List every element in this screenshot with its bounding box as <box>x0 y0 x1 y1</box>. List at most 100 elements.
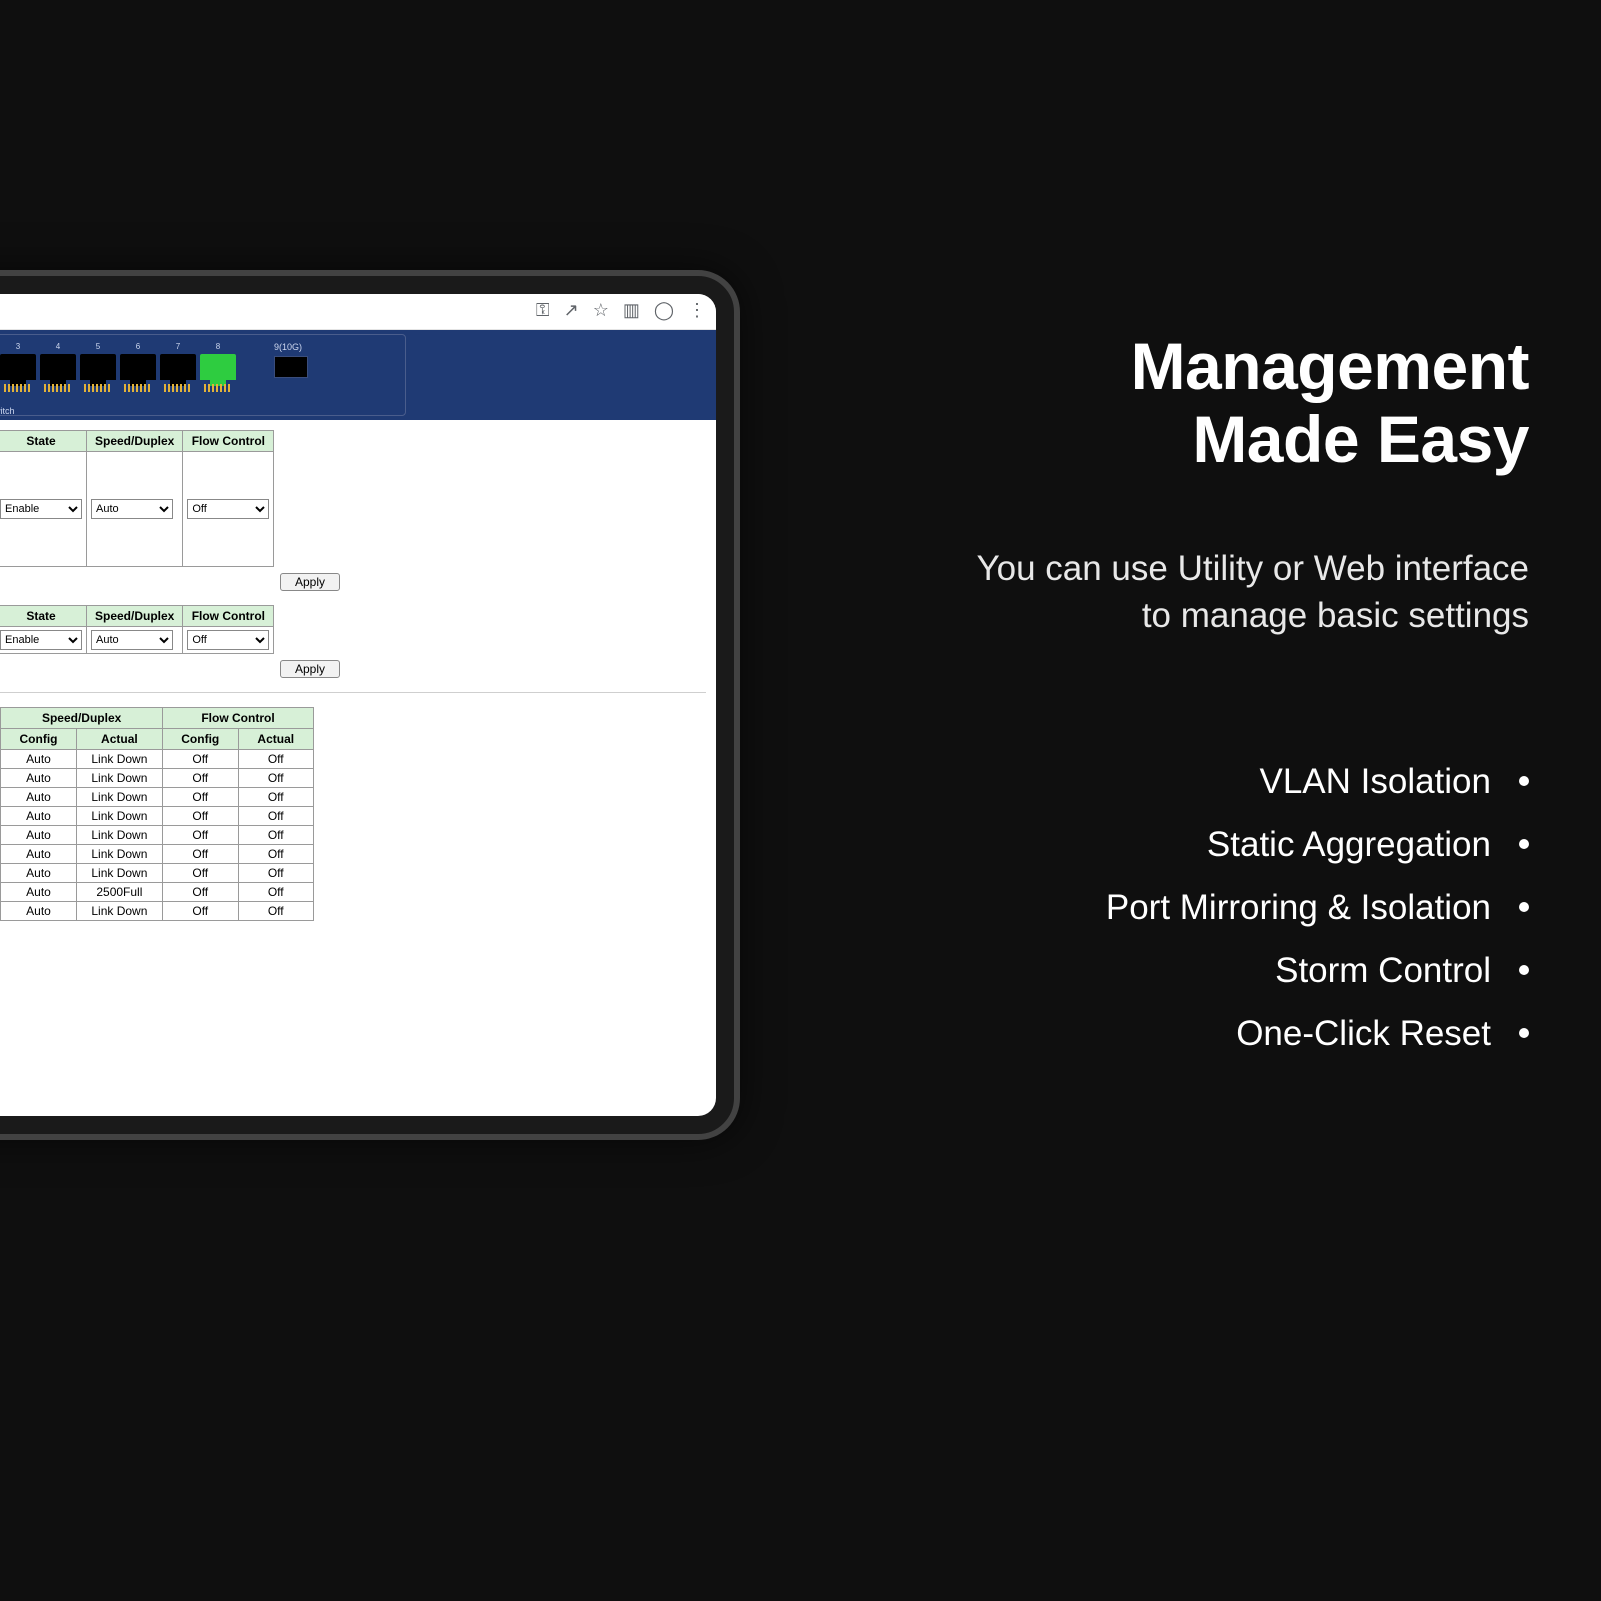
port-number: 8 <box>216 342 220 351</box>
status-cell: Off <box>163 864 238 883</box>
menu-icon[interactable]: ⋮ <box>688 300 706 321</box>
feature-item: One-Click Reset <box>959 1002 1529 1065</box>
col-speed: Speed/Duplex <box>87 431 183 452</box>
status-cell: Auto <box>1 826 76 845</box>
reader-icon[interactable]: ▥ <box>623 300 640 321</box>
status-cell: Auto <box>1 883 76 902</box>
status-row: EnableAutoLink DownOffOff <box>0 788 314 807</box>
status-cell: Off <box>238 864 314 883</box>
col-speed: Speed/Duplex <box>1 708 163 729</box>
feature-item: Static Aggregation <box>959 813 1529 876</box>
status-cell: Off <box>163 883 238 902</box>
pins-icon <box>204 384 232 392</box>
status-cell: Link Down <box>76 826 162 845</box>
ethernet-port-icon: 5 <box>80 344 116 388</box>
feature-list: VLAN Isolation Static Aggregation Port M… <box>959 750 1529 1065</box>
state-select[interactable]: Enable <box>0 499 82 519</box>
ethernet-port-icon: 4 <box>40 344 76 388</box>
settings-table-2: Port State Speed/Duplex Flow Control Por… <box>0 605 274 654</box>
status-cell: Off <box>163 788 238 807</box>
switch-caption: ged 2.5G Ethernet Switch <box>0 406 15 416</box>
state-select[interactable]: Enable <box>0 630 82 650</box>
col-actual: Actual <box>76 729 162 750</box>
status-cell: Off <box>163 826 238 845</box>
ethernet-port-icon: 6 <box>120 344 156 388</box>
flow-select[interactable]: Off <box>187 630 269 650</box>
browser-chrome: ⚿ ↗ ☆ ▥ ◯ ⋮ <box>0 294 716 330</box>
jack-icon <box>200 354 236 380</box>
status-cell: Auto <box>1 807 76 826</box>
status-cell: Off <box>163 769 238 788</box>
status-cell: Link Down <box>76 845 162 864</box>
marketing-heading: Management Made Easy <box>959 330 1529 475</box>
share-icon[interactable]: ↗ <box>564 300 579 321</box>
marketing-copy: Management Made Easy You can use Utility… <box>959 330 1529 1065</box>
col-flow: Flow Control <box>163 708 314 729</box>
port-number: 3 <box>16 342 20 351</box>
apply-button-2[interactable]: Apply <box>280 660 340 678</box>
status-cell: Link Down <box>76 864 162 883</box>
status-cell: Auto <box>1 788 76 807</box>
pins-icon <box>84 384 112 392</box>
status-cell: Off <box>238 845 314 864</box>
switch-header: 12345678 9(10G) ged 2.5G Ethernet Switch <box>0 330 716 420</box>
sfp-slot <box>274 356 308 378</box>
status-row: EnableAutoLink DownOffOff <box>0 826 314 845</box>
status-cell: Auto <box>1 750 76 769</box>
ethernet-port-icon: 8 <box>200 344 236 388</box>
heading-line1: Management <box>1131 329 1529 403</box>
status-cell: 2500Full <box>76 883 162 902</box>
col-config: Config <box>163 729 238 750</box>
col-speed: Speed/Duplex <box>87 606 183 627</box>
feature-item: Storm Control <box>959 939 1529 1002</box>
feature-item: Port Mirroring & Isolation <box>959 876 1529 939</box>
jack-icon <box>120 354 156 380</box>
status-row: EnableAuto2500FullOffOff <box>0 883 314 902</box>
status-cell: Link Down <box>76 750 162 769</box>
port-number: 4 <box>56 342 60 351</box>
speed-select[interactable]: Auto <box>91 499 173 519</box>
separator <box>0 692 706 693</box>
feature-item: VLAN Isolation <box>959 750 1529 813</box>
ethernet-port-icon: 3 <box>0 344 36 388</box>
tablet-screen: ⚿ ↗ ☆ ▥ ◯ ⋮ 12345678 9(10G) ged 2.5G Eth… <box>0 294 716 1116</box>
jack-icon <box>160 354 196 380</box>
pins-icon <box>164 384 192 392</box>
port-number: 5 <box>96 342 100 351</box>
flow-select[interactable]: Off <box>187 499 269 519</box>
status-cell: Auto <box>1 864 76 883</box>
status-cell: Off <box>238 769 314 788</box>
pins-icon <box>4 384 32 392</box>
status-cell: Off <box>238 788 314 807</box>
tablet-frame: ⚿ ↗ ☆ ▥ ◯ ⋮ 12345678 9(10G) ged 2.5G Eth… <box>0 270 740 1140</box>
marketing-subtitle: You can use Utility or Web interface to … <box>959 545 1529 640</box>
status-cell: Link Down <box>76 902 162 921</box>
jack-icon <box>40 354 76 380</box>
status-cell: Off <box>163 807 238 826</box>
status-row: EnableAutoLink DownOffOff <box>0 845 314 864</box>
jack-icon <box>80 354 116 380</box>
port-row: 12345678 <box>0 344 236 388</box>
speed-select[interactable]: Auto <box>91 630 173 650</box>
status-cell: Link Down <box>76 807 162 826</box>
col-state: State <box>0 606 87 627</box>
key-icon[interactable]: ⚿ <box>536 300 550 321</box>
pins-icon <box>124 384 152 392</box>
profile-icon[interactable]: ◯ <box>654 300 674 321</box>
status-cell: Off <box>163 845 238 864</box>
star-icon[interactable]: ☆ <box>593 300 609 321</box>
status-row: EnableAutoLink DownOffOff <box>0 750 314 769</box>
status-cell: Link Down <box>76 788 162 807</box>
apply-button-1[interactable]: Apply <box>280 573 340 591</box>
status-cell: Off <box>238 807 314 826</box>
status-row: EnableAutoLink DownOffOff <box>0 769 314 788</box>
pins-icon <box>44 384 72 392</box>
status-row: EnableAutoLink DownOffOff <box>0 902 314 921</box>
status-cell: Auto <box>1 769 76 788</box>
status-cell: Off <box>163 902 238 921</box>
status-cell: Link Down <box>76 769 162 788</box>
status-row: EnableAutoLink DownOffOff <box>0 864 314 883</box>
status-cell: Off <box>163 750 238 769</box>
status-cell: Off <box>238 883 314 902</box>
status-cell: Off <box>238 902 314 921</box>
